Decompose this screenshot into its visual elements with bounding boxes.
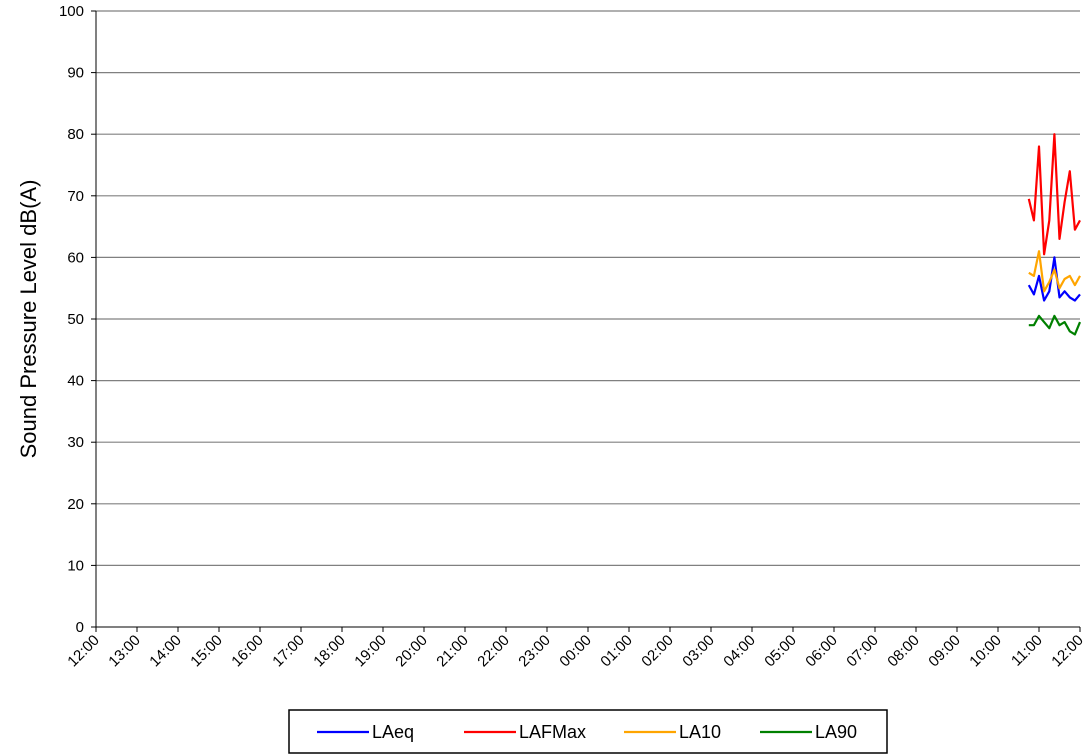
x-tick-label: 06:00 [802,632,841,671]
legend-label-laeq: LAeq [372,722,414,742]
x-tick-label: 12:00 [1048,632,1086,671]
series-line-lafmax [1027,133,1081,256]
legend-label-la90: LA90 [815,722,857,742]
x-tick-label: 20:00 [392,632,431,671]
x-tick-label: 10:00 [966,632,1005,671]
y-tick-label: 50 [67,311,84,328]
axes [95,11,1080,628]
x-tick-label: 04:00 [720,632,759,671]
x-tick-label: 09:00 [925,632,964,671]
series-line-la90 [1028,314,1082,336]
x-tick-label: 22:00 [474,632,513,671]
y-tick-label: 100 [59,3,84,20]
y-tick-label: 40 [67,373,84,390]
y-tick-label: 0 [76,619,84,636]
legend-label-lafmax: LAFMax [519,722,586,742]
x-tick-label: 03:00 [679,632,718,671]
x-tick-label: 07:00 [843,632,882,671]
y-tick-labels: 0 10 20 30 40 50 60 70 80 90 100 [59,3,84,636]
x-tick-label: 14:00 [146,632,185,671]
y-tick-label: 80 [67,126,84,143]
y-tick-label: 60 [67,249,84,266]
y-axis-title: Sound Pressure Level dB(A) [16,180,41,459]
legend: LAeq LAFMax LA10 LA90 [288,709,888,754]
x-tick-label: 17:00 [269,632,308,671]
x-tick-label: 01:00 [597,632,636,671]
gridlines [91,10,1081,632]
series-line-la10 [1028,250,1081,293]
x-tick-label: 18:00 [310,632,349,671]
x-tick-label: 13:00 [105,632,144,671]
x-tick-label: 08:00 [884,632,923,671]
x-tick-label: 05:00 [761,632,800,671]
y-tick-label: 90 [67,65,84,82]
x-tick-label: 11:00 [1008,632,1046,670]
x-tick-label: 16:00 [228,632,267,671]
x-tick-label: 12:00 [64,632,103,671]
y-tick-label: 20 [67,496,84,513]
x-tick-label: 15:00 [187,632,226,671]
x-tick-label: 02:00 [638,632,677,671]
series-line-laeq [1027,256,1081,302]
data-series [1027,133,1082,336]
legend-label-la10: LA10 [679,722,721,742]
x-tick-labels: 12:00 13:00 14:00 15:00 16:00 17:00 18:00 19:00… [64,632,1086,671]
x-tick-label: 19:00 [351,632,390,671]
y-tick-label: 30 [67,434,84,451]
y-tick-label: 10 [67,557,84,574]
y-tick-label: 70 [67,188,84,205]
x-tick-label: 23:00 [515,632,554,671]
x-tick-label: 21:00 [433,632,472,671]
x-tick-label: 00:00 [556,632,595,671]
